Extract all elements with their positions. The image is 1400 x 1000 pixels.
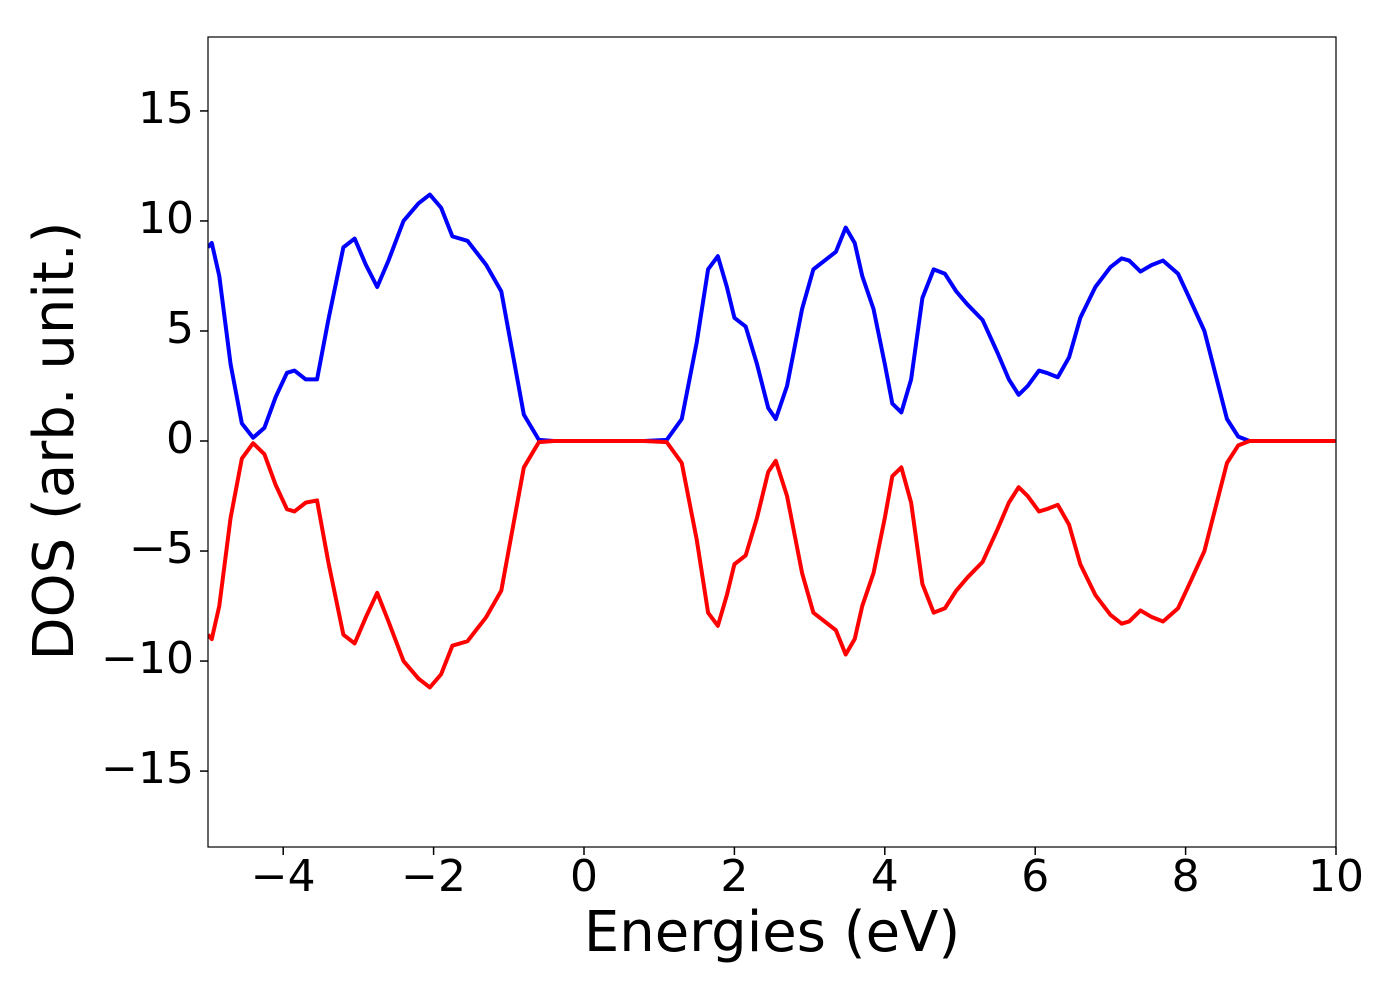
x-tick-label: 10: [1308, 851, 1364, 902]
y-tick-label: −10: [101, 633, 194, 684]
x-tick-label: −2: [401, 851, 466, 902]
plot-frame: [207, 36, 1337, 848]
x-tick-label: 8: [1172, 851, 1200, 902]
y-axis-label: DOS (arb. unit.): [22, 221, 87, 660]
y-tick-label: 10: [138, 193, 194, 244]
y-tick-label: 5: [166, 303, 194, 354]
x-tick-label: 0: [570, 851, 598, 902]
x-tick-label: −4: [251, 851, 316, 902]
dos-line: [208, 439, 1336, 690]
x-axis-label: Energies (eV): [584, 900, 960, 965]
y-tick-label: 0: [166, 413, 194, 464]
x-tick-label: 2: [720, 851, 748, 902]
y-tick-label: −15: [101, 743, 194, 794]
x-tick-label: 6: [1021, 851, 1049, 902]
dos-line: [208, 192, 1336, 444]
y-tick-label: −5: [129, 523, 194, 574]
y-tick-label: 15: [138, 83, 194, 134]
x-tick-label: 4: [871, 851, 899, 902]
